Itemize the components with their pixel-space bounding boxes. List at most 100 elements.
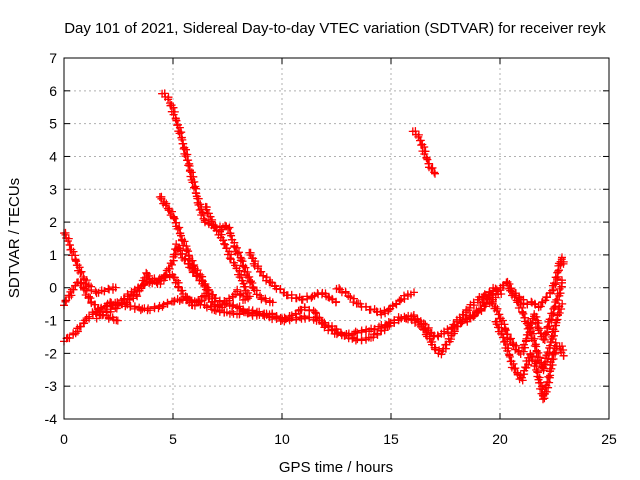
data-point — [90, 300, 99, 309]
data-point — [298, 295, 307, 304]
data-point — [228, 307, 236, 316]
data-point — [241, 287, 250, 295]
data-point — [551, 280, 560, 289]
data-point — [257, 295, 266, 304]
data-point — [545, 378, 554, 387]
data-point — [512, 341, 521, 350]
y-tick-label: -1 — [45, 313, 58, 329]
data-point — [213, 302, 222, 311]
data-point — [511, 364, 520, 373]
data-point — [187, 168, 196, 177]
data-point — [524, 318, 533, 327]
data-point — [346, 293, 355, 302]
data-point — [225, 294, 233, 303]
data-point — [335, 284, 344, 293]
data-point — [479, 298, 488, 307]
series-track-i — [245, 248, 341, 307]
data-point — [259, 271, 267, 280]
data-point — [184, 247, 193, 256]
data-point — [225, 254, 234, 263]
data-point — [168, 260, 176, 269]
data-point — [507, 334, 515, 343]
data-point — [65, 334, 74, 343]
data-point — [205, 292, 214, 301]
series-track-d — [103, 283, 500, 345]
y-tick-label: 3 — [49, 181, 57, 197]
y-tick-label: 6 — [49, 83, 57, 99]
data-point — [543, 377, 552, 386]
data-point — [224, 224, 232, 233]
y-tick-label: 1 — [49, 247, 57, 263]
data-point — [509, 359, 518, 368]
y-tick-label: 4 — [49, 148, 57, 164]
data-point — [534, 348, 543, 357]
data-point — [380, 306, 389, 315]
data-point — [423, 155, 432, 164]
x-tick-label: 10 — [274, 431, 290, 447]
data-point — [431, 169, 439, 178]
data-point — [544, 372, 553, 381]
data-point — [194, 201, 203, 209]
data-point — [536, 302, 545, 311]
plot-frame — [63, 57, 610, 420]
data-point — [488, 289, 497, 298]
data-point — [384, 305, 393, 314]
data-point — [530, 334, 539, 343]
data-point — [547, 364, 556, 373]
data-point — [552, 316, 561, 325]
series-track-h — [201, 202, 277, 307]
data-point — [491, 302, 500, 311]
data-point — [552, 295, 561, 304]
data-point — [170, 214, 179, 223]
data-point — [188, 178, 197, 187]
data-point — [219, 236, 228, 245]
data-point — [320, 318, 329, 327]
data-point — [428, 163, 437, 172]
data-point — [146, 306, 154, 315]
data-point — [177, 133, 186, 142]
data-point — [469, 298, 478, 307]
data-point — [235, 310, 244, 319]
data-point — [178, 286, 187, 295]
data-point — [357, 328, 366, 337]
data-point — [211, 222, 220, 231]
data-point — [559, 259, 568, 268]
data-point — [172, 240, 181, 249]
x-axis-label: GPS time / hours — [279, 459, 393, 476]
data-point — [106, 298, 115, 307]
data-point — [218, 300, 227, 309]
data-point — [69, 247, 78, 256]
data-point — [492, 285, 501, 294]
data-point — [257, 267, 266, 276]
data-point — [262, 273, 271, 282]
data-point — [201, 285, 210, 294]
data-point — [244, 294, 253, 303]
y-tick-label: 0 — [49, 280, 57, 296]
data-point — [430, 168, 439, 177]
data-point — [558, 253, 566, 262]
y-tick-label: 2 — [49, 214, 57, 230]
data-points — [60, 89, 568, 404]
y-tick-label: 5 — [49, 116, 57, 132]
data-point — [199, 214, 208, 223]
data-point — [77, 278, 86, 287]
data-point — [64, 237, 72, 245]
data-point — [498, 316, 507, 325]
series-track-a — [60, 228, 120, 298]
data-point — [318, 290, 326, 299]
data-point — [82, 286, 91, 295]
data-point — [202, 303, 211, 312]
data-point — [420, 143, 429, 151]
data-point — [98, 311, 107, 320]
data-point — [542, 293, 551, 301]
data-point — [75, 322, 84, 331]
data-point — [238, 257, 247, 266]
series-track-e — [92, 270, 250, 323]
series-track-k — [408, 127, 439, 178]
data-point — [524, 360, 533, 369]
data-point — [525, 323, 534, 332]
data-point — [247, 277, 255, 286]
data-point — [390, 318, 399, 327]
x-tick-label: 25 — [601, 431, 617, 447]
y-tick-label: -3 — [45, 378, 58, 394]
